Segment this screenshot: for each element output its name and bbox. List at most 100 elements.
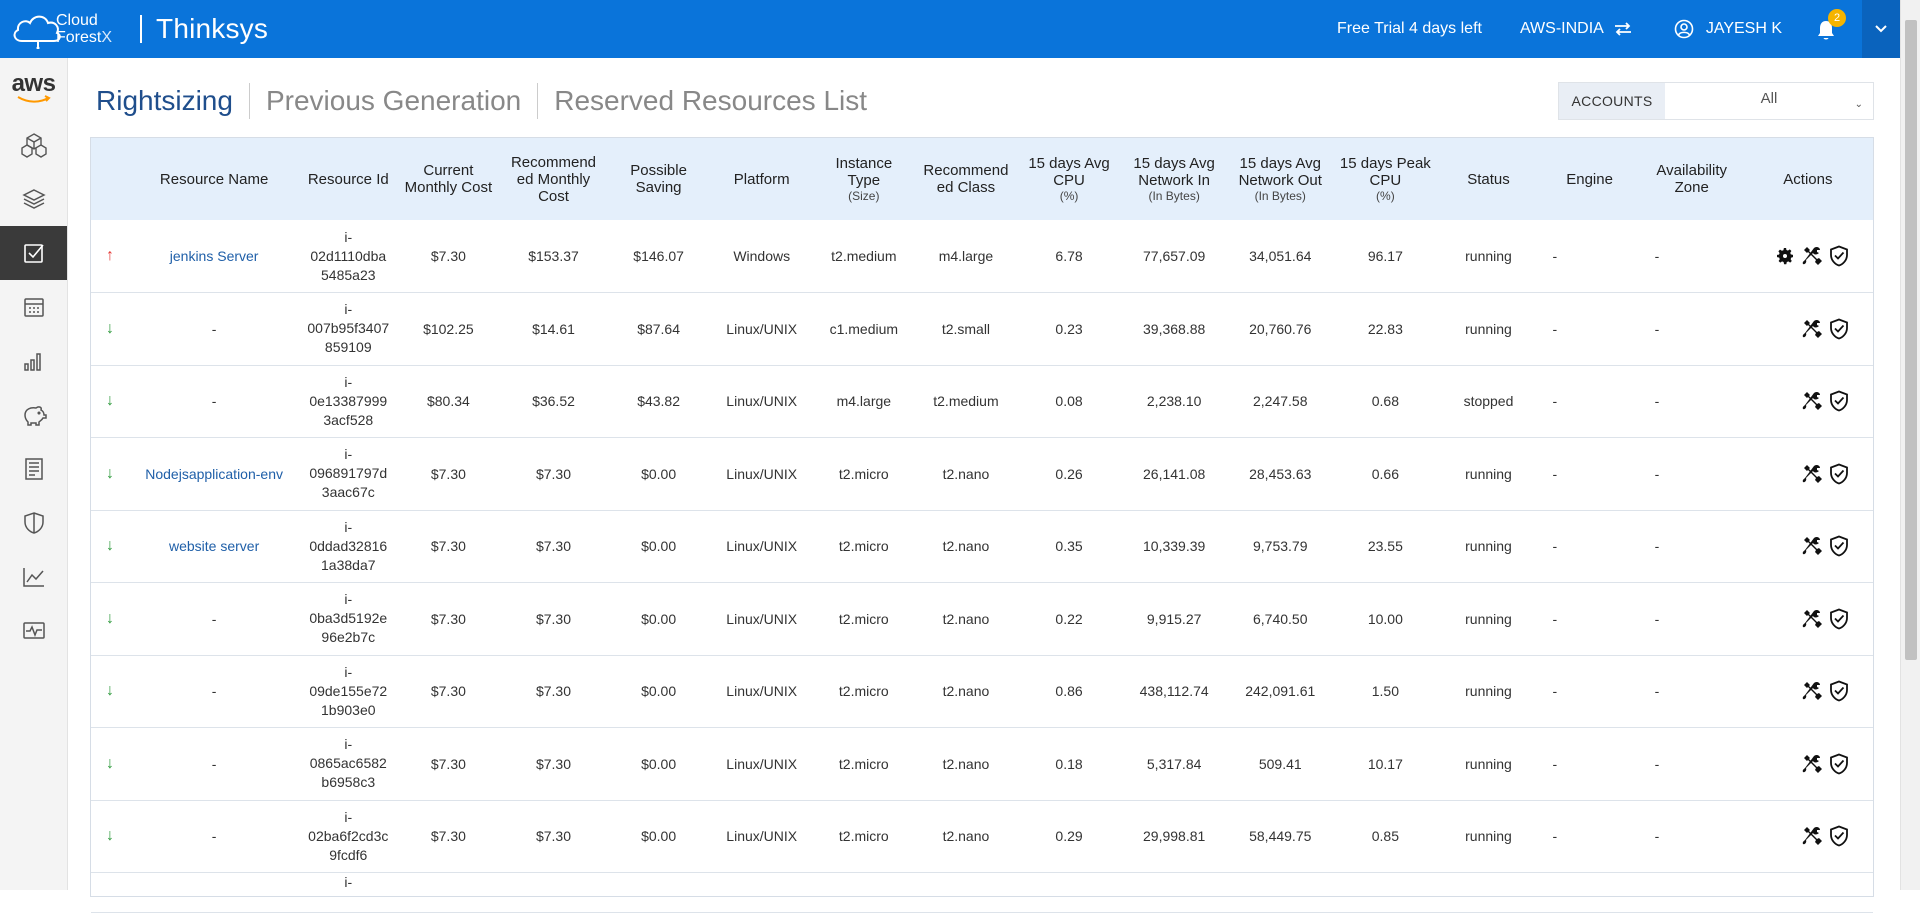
sidebar-item-analytics[interactable] bbox=[0, 334, 67, 388]
table-row[interactable]: ↓ website server i- 0ddad32816 1a38da7 $7.30 $… bbox=[91, 510, 1873, 583]
tools-icon[interactable] bbox=[1801, 680, 1823, 702]
cell-status: running bbox=[1465, 320, 1512, 337]
resource-id-line: i- bbox=[344, 518, 353, 535]
cell-name: - bbox=[211, 320, 217, 337]
cell-type: m4.large bbox=[836, 393, 892, 410]
resource-id-line: i- bbox=[344, 228, 353, 245]
page-scrollbar[interactable] bbox=[1900, 0, 1920, 890]
layers-icon bbox=[21, 189, 46, 209]
shield-check-icon[interactable] bbox=[1829, 245, 1849, 267]
accounts-select[interactable]: All ⌄ bbox=[1665, 83, 1873, 119]
cell-name: - bbox=[211, 683, 217, 700]
line-chart-icon bbox=[22, 568, 44, 587]
cell-net-in: 39,368.88 bbox=[1143, 320, 1206, 337]
actions-cell bbox=[1743, 800, 1873, 873]
table-row[interactable]: ↓ - i- 09de155e72 1b903e0 $7.30 $7.30 $0.00 Linu… bbox=[91, 655, 1873, 728]
cell-current: $7.30 bbox=[430, 465, 466, 482]
sidebar-item-resources[interactable] bbox=[0, 118, 67, 172]
cell-engine: - bbox=[1552, 828, 1558, 845]
shield-check-icon[interactable] bbox=[1829, 463, 1849, 485]
arrow-down-icon: ↓ bbox=[106, 537, 115, 555]
cell-name[interactable]: jenkins Server bbox=[169, 248, 259, 264]
column-header: 15 days Peak CPU (%) bbox=[1332, 138, 1438, 220]
top-menu-toggle[interactable] bbox=[1862, 0, 1900, 58]
cell-current: $7.30 bbox=[430, 828, 466, 845]
shield-check-icon[interactable] bbox=[1829, 753, 1849, 775]
accounts-value: All bbox=[1760, 90, 1778, 107]
column-header-unit: (In Bytes) bbox=[1148, 188, 1200, 203]
scrollbar-thumb[interactable] bbox=[1905, 20, 1917, 660]
sidebar-item-savings[interactable] bbox=[0, 388, 67, 442]
resource-id-line: 0865ac6582 bbox=[309, 755, 387, 772]
accounts-label: ACCOUNTS bbox=[1559, 83, 1665, 119]
cell-saving bbox=[608, 873, 710, 913]
tab-rightsizing[interactable]: Rightsizing bbox=[92, 83, 250, 119]
table-row[interactable]: ↑ jenkins Server i- 02d1110dba 5485a23 $7.30 $… bbox=[91, 220, 1873, 293]
cell-cpu: 0.08 bbox=[1055, 393, 1083, 410]
table-row[interactable]: ↓ - i- 0865ac6582 b6958c3 $7.30 $7.30 $0.00 Linu… bbox=[91, 728, 1873, 800]
sidebar-item-reports[interactable] bbox=[0, 442, 67, 496]
column-header: Possible Saving bbox=[608, 138, 710, 220]
cell-rec-class: t2.nano bbox=[942, 538, 990, 555]
monitor-icon bbox=[22, 622, 45, 639]
cell-platform: Linux/UNIX bbox=[726, 465, 798, 482]
column-header-label: 15 days Avg Network Out bbox=[1238, 154, 1322, 189]
shield-icon bbox=[23, 512, 44, 534]
tools-icon[interactable] bbox=[1801, 390, 1823, 412]
table-row[interactable]: i- bbox=[91, 873, 1873, 913]
settings-gear-icon[interactable] bbox=[1775, 246, 1795, 266]
table-row[interactable]: ↓ Nodejsapplication-env i- 096891797d 3aac67… bbox=[91, 438, 1873, 510]
cloudforest-logo[interactable]: Cloud ForestX bbox=[0, 0, 112, 58]
column-header-label: Recommend ed Monthly Cost bbox=[510, 153, 597, 205]
tab-previous-generation[interactable]: Previous Generation bbox=[250, 83, 539, 119]
cell-net-out: 509.41 bbox=[1258, 755, 1302, 772]
cell-cpu: 0.29 bbox=[1055, 828, 1083, 845]
shield-check-icon[interactable] bbox=[1829, 825, 1849, 847]
shield-check-icon[interactable] bbox=[1829, 680, 1849, 702]
company-name: Thinksys bbox=[156, 13, 269, 44]
cell-name[interactable]: Nodejsapplication-env bbox=[145, 465, 283, 482]
region-switcher[interactable]: AWS-INDIA bbox=[1520, 20, 1632, 38]
user-menu[interactable]: JAYESH K bbox=[1674, 19, 1782, 39]
aws-logo[interactable]: aws bbox=[0, 58, 67, 118]
cell-cpu: 0.18 bbox=[1055, 755, 1083, 772]
row-actions bbox=[1747, 318, 1869, 340]
cell-id: i- 0ddad32816 1a38da7 bbox=[299, 510, 397, 583]
cell-name[interactable]: website server bbox=[168, 538, 260, 555]
shield-check-icon[interactable] bbox=[1829, 318, 1849, 340]
trend-cell: ↓ bbox=[91, 510, 129, 583]
cell-saving: $87.64 bbox=[637, 320, 681, 337]
tools-icon[interactable] bbox=[1801, 463, 1823, 485]
actions-cell bbox=[1743, 293, 1873, 366]
column-header: Availability Zone bbox=[1641, 138, 1743, 220]
cell-type: c1.medium bbox=[829, 320, 899, 337]
tab-reserved-resources[interactable]: Reserved Resources List bbox=[554, 85, 868, 116]
notifications-button[interactable]: 2 bbox=[1816, 9, 1846, 41]
tools-icon[interactable] bbox=[1801, 535, 1823, 557]
table-row[interactable]: ↓ - i- 0ba3d5192e 96e2b7c $7.30 $7.30 $0.00 Linu… bbox=[91, 583, 1873, 655]
trend-cell: ↓ bbox=[91, 365, 129, 438]
sidebar-item-trends[interactable] bbox=[0, 550, 67, 604]
tools-icon[interactable] bbox=[1801, 245, 1823, 267]
tools-icon[interactable] bbox=[1801, 318, 1823, 340]
sidebar-item-rightsizing[interactable] bbox=[0, 226, 67, 280]
resource-id-line: 859109 bbox=[324, 339, 372, 356]
shield-check-icon[interactable] bbox=[1829, 535, 1849, 557]
shield-check-icon[interactable] bbox=[1829, 608, 1849, 630]
column-header: Resource Id bbox=[299, 138, 397, 220]
sidebar-item-monitor[interactable] bbox=[0, 604, 67, 658]
shield-check-icon[interactable] bbox=[1829, 390, 1849, 412]
sidebar-item-calendar[interactable] bbox=[0, 280, 67, 334]
cell-current: $7.30 bbox=[430, 248, 466, 264]
table-row[interactable]: ↓ - i- 007b95f3407 859109 $102.25 $14.61 $87.64… bbox=[91, 293, 1873, 366]
tools-icon[interactable] bbox=[1801, 825, 1823, 847]
sidebar-item-layers[interactable] bbox=[0, 172, 67, 226]
cell-platform bbox=[710, 873, 814, 913]
sidebar-item-security[interactable] bbox=[0, 496, 67, 550]
cell-engine bbox=[1539, 873, 1641, 913]
table-row[interactable]: ↓ - i- 02ba6f2cd3c 9fcdf6 $7.30 $7.30 $0.00 Linu… bbox=[91, 800, 1873, 873]
tools-icon[interactable] bbox=[1801, 608, 1823, 630]
table-row[interactable]: ↓ - i- 0e13387999 3acf528 $80.34 $36.52 $43.82 L… bbox=[91, 365, 1873, 438]
cell-rec-class: t2.small bbox=[941, 320, 991, 337]
tools-icon[interactable] bbox=[1801, 753, 1823, 775]
